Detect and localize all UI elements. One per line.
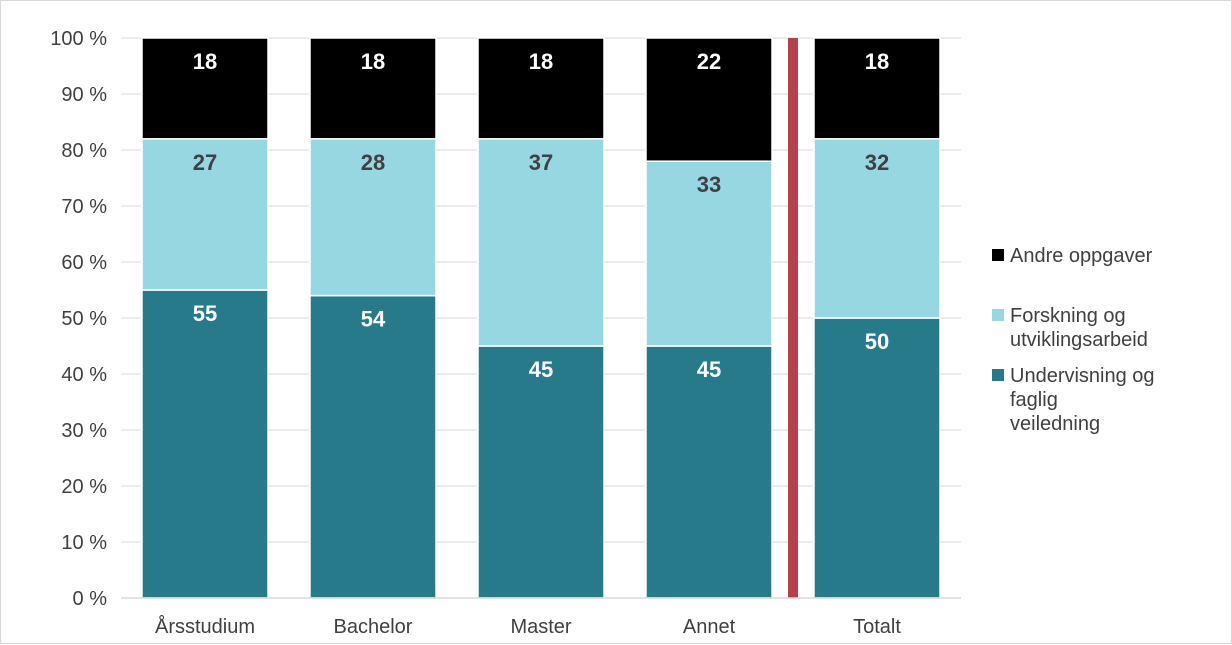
bar-segment	[141, 37, 269, 140]
data-label: 54	[361, 307, 386, 332]
bar-segment	[309, 37, 437, 140]
bar-segment	[309, 138, 437, 297]
data-label: 28	[361, 150, 385, 175]
legend-label: Andre oppgaver	[1010, 245, 1153, 267]
y-tick-label: 40 %	[61, 364, 107, 386]
y-tick-label: 70 %	[61, 196, 107, 218]
bar-segment	[477, 345, 605, 599]
bar-segment	[813, 37, 941, 140]
bar-segment	[813, 317, 941, 599]
legend-label: Forskning og utviklingsarbeid	[1010, 305, 1148, 351]
bar-segment	[645, 37, 773, 162]
y-tick-label: 100 %	[50, 28, 107, 50]
data-label: 32	[865, 150, 889, 175]
data-label: 37	[529, 150, 553, 175]
data-label: 18	[361, 49, 385, 74]
legend-swatch	[992, 249, 1004, 261]
bar-segment	[309, 294, 437, 599]
x-tick-label: Årsstudium	[155, 615, 255, 638]
data-label: 33	[697, 172, 721, 197]
bar-segment	[813, 138, 941, 319]
legend-label: Undervisning og faglig veiledning	[1010, 365, 1155, 435]
legend-swatch	[992, 369, 1004, 381]
data-label: 18	[529, 49, 553, 74]
data-label: 50	[865, 329, 889, 354]
legend-swatch	[992, 309, 1004, 321]
y-tick-label: 60 %	[61, 252, 107, 274]
y-tick-label: 30 %	[61, 420, 107, 442]
legend: Andre oppgaver Forskning og utviklingsarbe…	[992, 245, 1155, 435]
bar-segment	[645, 345, 773, 599]
data-label: 22	[697, 49, 721, 74]
data-labels: 55 27 18 54 28 18 45 37 18 45 33 22 50 32 18	[193, 49, 889, 382]
y-tick-label: 10 %	[61, 532, 107, 554]
y-tick-label: 80 %	[61, 140, 107, 162]
y-tick-label: 50 %	[61, 308, 107, 330]
bar-segment	[645, 160, 773, 347]
data-label: 45	[697, 357, 721, 382]
x-tick-label: Annet	[683, 616, 736, 638]
bar-segment	[141, 289, 269, 599]
data-label: 18	[193, 49, 217, 74]
bar-segment	[477, 138, 605, 347]
x-tick-label: Bachelor	[334, 616, 413, 638]
bar-segment	[477, 37, 605, 140]
x-tick-label: Totalt	[853, 616, 901, 638]
data-label: 55	[193, 301, 217, 326]
y-tick-label: 20 %	[61, 476, 107, 498]
y-tick-label: 0 %	[73, 588, 108, 610]
data-label: 45	[529, 357, 553, 382]
data-label: 27	[193, 150, 217, 175]
x-tick-label: Master	[510, 616, 571, 638]
y-tick-label: 90 %	[61, 84, 107, 106]
bars	[141, 37, 941, 599]
separator-line	[788, 38, 798, 598]
data-label: 18	[865, 49, 889, 74]
axes: 0 % 10 % 20 % 30 % 40 % 50 % 60 % 70 % 80 % 90 % 1…	[50, 28, 961, 638]
